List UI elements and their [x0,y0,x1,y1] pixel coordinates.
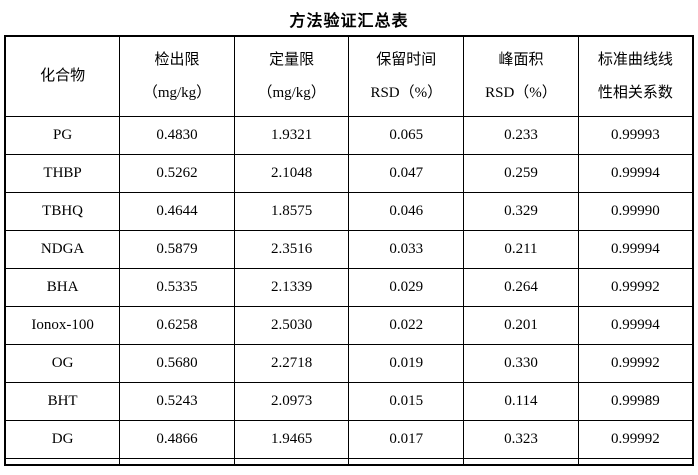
header-line-1: 峰面积 [498,51,544,68]
header-cell: 化合物 [4,35,121,117]
table-row: PG 0.4830 1.9321 0.065 0.233 0.99993 [4,115,694,155]
compound-cell: BHA [4,267,121,307]
header-row: 化合物 检出限 （mg/kg） 定量限 （mg/kg） 保留时间 RSD（%） 峰面积 RSD（… [4,35,694,117]
table-row: BHT 0.5243 2.0973 0.015 0.114 0.99989 [4,381,694,421]
empty-cell [348,457,465,466]
compound-cell: BHT [4,381,121,421]
value-cell: 0.5243 [119,381,235,421]
value-cell: 0.99989 [577,381,694,421]
value-cell: 0.019 [348,343,465,383]
value-cell: 1.8575 [233,191,350,231]
value-cell: 0.033 [348,229,465,269]
table-row: TBHQ 0.4644 1.8575 0.046 0.329 0.99990 [4,191,694,231]
header-line-2: （mg/kg） [257,84,326,101]
value-cell: 0.233 [463,115,579,155]
header-cell-content: 定量限 （mg/kg） [235,37,348,115]
empty-cell [463,457,579,466]
header-cell: 标准曲线线性相关系数 [577,35,694,117]
value-cell: 0.323 [463,419,579,459]
compound-cell: THBP [4,153,121,193]
empty-cell [577,457,694,466]
value-cell: 0.017 [348,419,465,459]
compound-cell: DG [4,419,121,459]
value-cell: 0.99992 [577,419,694,459]
value-cell: 0.022 [348,305,465,345]
header-cell: 峰面积 RSD（%） [463,35,579,117]
value-cell: 2.3516 [233,229,350,269]
value-cell: 2.1339 [233,267,350,307]
value-cell: 0.329 [463,191,579,231]
table-header: 化合物 检出限 （mg/kg） 定量限 （mg/kg） 保留时间 RSD（%） 峰面积 RSD（… [4,35,694,117]
partial-row [4,457,694,466]
value-cell: 0.4830 [119,115,235,155]
header-line-1: 检出限 [154,51,200,68]
value-cell: 0.99993 [577,115,694,155]
value-cell: 0.99992 [577,267,694,307]
table-row: DG 0.4866 1.9465 0.017 0.323 0.99992 [4,419,694,459]
table-row: BHA 0.5335 2.1339 0.029 0.264 0.99992 [4,267,694,307]
compound-cell: NDGA [4,229,121,269]
value-cell: 0.065 [348,115,465,155]
value-cell: 0.99994 [577,229,694,269]
empty-cell [233,457,350,466]
value-cell: 0.5680 [119,343,235,383]
header-cell: 定量限 （mg/kg） [233,35,350,117]
value-cell: 0.5335 [119,267,235,307]
value-cell: 2.2718 [233,343,350,383]
empty-cell [119,457,235,466]
value-cell: 0.259 [463,153,579,193]
header-line-2: 性相关系数 [597,84,673,101]
header-cell-content: 保留时间 RSD（%） [350,37,463,115]
value-cell: 0.046 [348,191,465,231]
value-cell: 0.99990 [577,191,694,231]
value-cell: 2.1048 [233,153,350,193]
header-cell-content: 化合物 [6,37,119,115]
table-row: THBP 0.5262 2.1048 0.047 0.259 0.99994 [4,153,694,193]
value-cell: 2.0973 [233,381,350,421]
table-title: 方法验证汇总表 [289,13,409,30]
value-cell: 0.99992 [577,343,694,383]
value-cell: 2.5030 [233,305,350,345]
table-row: Ionox-100 0.6258 2.5030 0.022 0.201 0.99994 [4,305,694,345]
table-body: PG 0.4830 1.9321 0.065 0.233 0.99993 THBP 0.526… [4,115,694,466]
value-cell: 0.4644 [119,191,235,231]
header-line-2: RSD（%） [370,84,443,101]
header-line-1: 化合物 [40,68,86,85]
header-cell: 检出限 （mg/kg） [119,35,235,117]
value-cell: 1.9321 [233,115,350,155]
header-line-1: 定量限 [269,51,315,68]
value-cell: 0.047 [348,153,465,193]
value-cell: 0.330 [463,343,579,383]
header-line-2: RSD（%） [485,84,557,101]
header-line-2: （mg/kg） [142,84,212,101]
compound-cell: PG [4,115,121,155]
header-cell-content: 峰面积 RSD（%） [465,37,578,115]
empty-cell [4,457,121,466]
value-cell: 0.5879 [119,229,235,269]
compound-cell: Ionox-100 [4,305,121,345]
header-line-1: 标准曲线线 [597,51,673,68]
value-cell: 0.264 [463,267,579,307]
value-cell: 0.4866 [119,419,235,459]
header-cell-content: 标准曲线线性相关系数 [579,37,692,115]
compound-cell: OG [4,343,121,383]
value-cell: 0.029 [348,267,465,307]
value-cell: 1.9465 [233,419,350,459]
value-cell: 0.114 [463,381,579,421]
method-validation-table: 化合物 检出限 （mg/kg） 定量限 （mg/kg） 保留时间 RSD（%） 峰面积 RSD（… [4,35,694,466]
value-cell: 0.015 [348,381,465,421]
header-line-1: 保留时间 [376,51,437,68]
value-cell: 0.211 [463,229,579,269]
value-cell: 0.6258 [119,305,235,345]
header-cell: 保留时间 RSD（%） [348,35,465,117]
table-row: NDGA 0.5879 2.3516 0.033 0.211 0.99994 [4,229,694,269]
value-cell: 0.99994 [577,305,694,345]
value-cell: 0.99994 [577,153,694,193]
value-cell: 0.201 [463,305,579,345]
header-cell-content: 检出限 （mg/kg） [121,37,234,115]
compound-cell: TBHQ [4,191,121,231]
value-cell: 0.5262 [119,153,235,193]
table-row: OG 0.5680 2.2718 0.019 0.330 0.99992 [4,343,694,383]
